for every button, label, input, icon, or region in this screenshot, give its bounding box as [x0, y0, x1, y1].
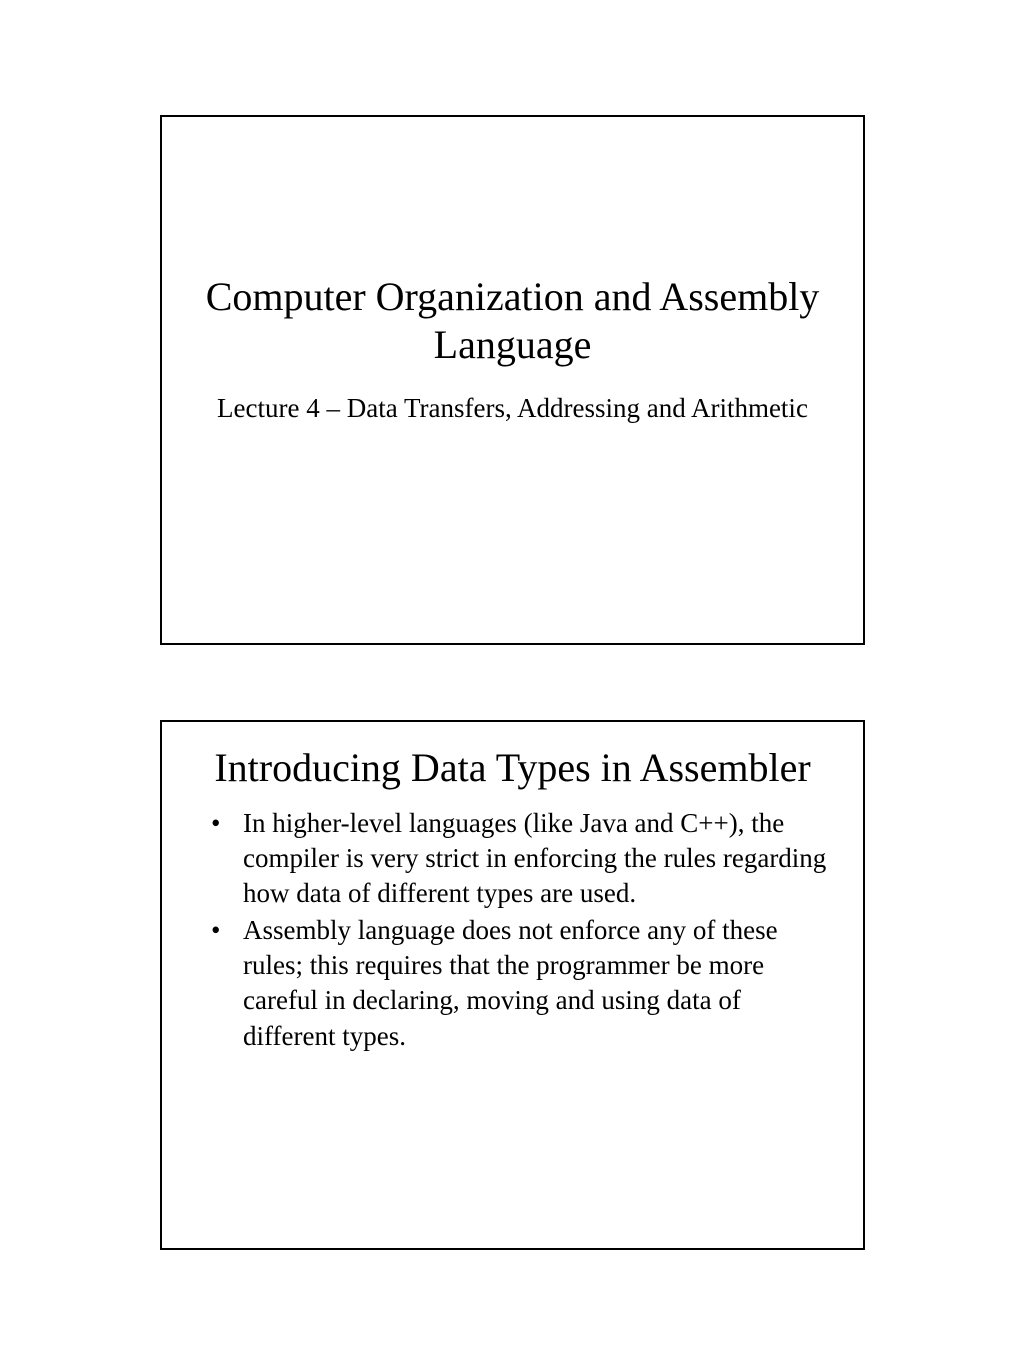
bullet-list: In higher-level languages (like Java and…	[197, 806, 828, 1056]
slide-1: Computer Organization and Assembly Langu…	[160, 115, 865, 645]
slide-1-title: Computer Organization and Assembly Langu…	[197, 273, 828, 369]
slide-2: Introducing Data Types in Assembler In h…	[160, 720, 865, 1250]
bullet-item: In higher-level languages (like Java and…	[211, 806, 828, 911]
page-container: Computer Organization and Assembly Langu…	[0, 0, 1020, 1360]
bullet-item: Assembly language does not enforce any o…	[211, 913, 828, 1053]
slide-1-subtitle: Lecture 4 – Data Transfers, Addressing a…	[217, 391, 808, 426]
slide-2-title: Introducing Data Types in Assembler	[197, 744, 828, 792]
